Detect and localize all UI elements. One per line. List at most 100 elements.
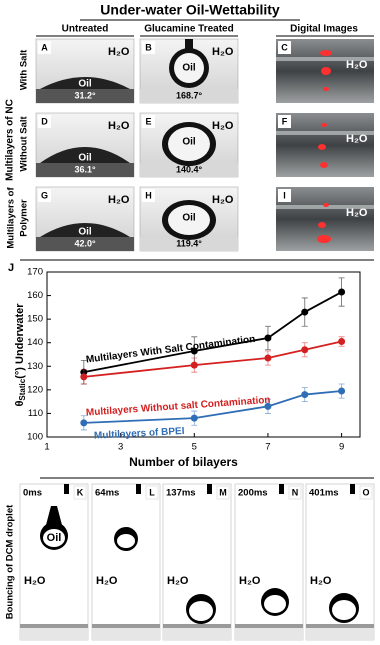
medium-label: H₂O <box>310 575 332 587</box>
x-tick-label: 3 <box>118 442 123 453</box>
title: Under-water Oil-Wettability <box>100 2 280 18</box>
letter-box <box>38 189 51 202</box>
oil-droplet <box>320 50 332 56</box>
needle <box>136 484 141 494</box>
substrate <box>163 624 231 628</box>
panel-letter: B <box>145 42 152 52</box>
panel-letter: G <box>41 190 48 200</box>
data-point <box>338 288 346 296</box>
frame <box>234 483 304 641</box>
droplet <box>40 147 130 163</box>
data-point <box>264 354 272 362</box>
contact-angle: 42.0° <box>74 238 96 248</box>
substrate <box>140 163 238 177</box>
medium-label: H₂O <box>212 194 234 206</box>
letter-box <box>38 41 51 54</box>
droplet <box>40 223 130 237</box>
data-point <box>264 334 272 342</box>
data-point <box>338 387 346 395</box>
medium-label: H₂O <box>24 575 46 587</box>
bounce-title: Bouncing of DCM droplet <box>5 504 16 619</box>
x-tick-label: 9 <box>339 442 344 453</box>
x-tick-label: 1 <box>44 442 49 453</box>
substrate <box>140 89 238 103</box>
droplet-label: Oil <box>78 227 92 238</box>
neck <box>46 506 62 525</box>
panel-letter: J <box>8 262 14 274</box>
droplet-label: Oil <box>47 532 62 544</box>
needle <box>207 484 212 494</box>
needle <box>64 484 69 494</box>
y-tick-label: 100 <box>27 432 43 443</box>
substrate-edge <box>20 628 88 640</box>
droplet-label: Oil <box>182 63 196 74</box>
panel-letter: M <box>219 487 227 497</box>
panel-letter: F <box>282 116 288 126</box>
oil-droplet <box>323 203 329 207</box>
contact-angle: 31.2° <box>74 90 96 100</box>
oil-droplet <box>323 87 329 91</box>
time-label: 64ms <box>95 488 119 499</box>
substrate <box>140 237 238 251</box>
plot-frame <box>46 271 361 438</box>
letter-box <box>359 485 373 500</box>
data-point <box>80 419 88 427</box>
data-point <box>190 414 198 422</box>
series-label: Multilayers of BPEI <box>94 426 185 442</box>
data-point <box>264 402 272 410</box>
substrate-edge <box>306 628 374 640</box>
droplet-label: Oil <box>78 79 92 90</box>
letter-box <box>142 115 155 128</box>
medium-label: H₂O <box>346 59 368 71</box>
panel-letter: C <box>281 42 288 52</box>
data-point <box>190 347 198 355</box>
y-tick-label: 110 <box>28 408 43 419</box>
droplet-label: Oil <box>182 137 196 148</box>
y-axis-label-part: (°) Underwater <box>14 303 26 379</box>
y-axis-label-part: Static <box>18 378 27 400</box>
y-axis-label: θStatic(°) Underwater <box>14 303 27 407</box>
droplet-core <box>174 53 204 83</box>
oil-droplet <box>320 162 328 168</box>
time-label: 200ms <box>238 488 268 499</box>
substrate <box>36 163 134 177</box>
medium-label: H₂O <box>108 120 130 132</box>
letter-box <box>288 485 302 500</box>
medium-label: H₂O <box>108 194 130 206</box>
letter-box <box>142 189 155 202</box>
letter-box <box>142 41 155 54</box>
time-label: 0ms <box>23 488 42 499</box>
droplet-core <box>264 595 286 613</box>
medium-label: H₂O <box>212 120 234 132</box>
droplet-core <box>168 127 210 161</box>
row-label: With Salt <box>19 49 30 90</box>
substrate-edge <box>235 628 303 640</box>
y-tick-label: 130 <box>27 361 43 372</box>
oil-droplet <box>318 222 326 228</box>
panel-letter: D <box>41 116 48 126</box>
panel-letter: H <box>145 190 152 200</box>
y-tick-label: 120 <box>27 384 43 395</box>
panel-letter: N <box>292 487 299 497</box>
substrate <box>92 624 160 628</box>
medium-label: H₂O <box>167 575 189 587</box>
medium-label: H₂O <box>239 575 261 587</box>
panel-letter: I <box>283 190 286 200</box>
y-tick-label: 170 <box>27 267 43 278</box>
substrate <box>20 624 88 628</box>
droplet-core <box>189 601 213 621</box>
time-label: 137ms <box>166 488 196 499</box>
photo-band <box>276 205 374 209</box>
droplet-core <box>117 534 135 548</box>
data-point <box>80 373 88 381</box>
panel-letter: E <box>145 116 151 126</box>
letter-box <box>278 41 291 54</box>
data-point <box>190 361 198 369</box>
data-point <box>301 391 309 399</box>
contact-angle: 36.1° <box>74 164 96 174</box>
x-axis-label: Number of bilayers <box>129 455 238 469</box>
panel-letter: K <box>77 487 84 497</box>
needle <box>350 484 355 494</box>
medium-label: H₂O <box>108 46 130 58</box>
